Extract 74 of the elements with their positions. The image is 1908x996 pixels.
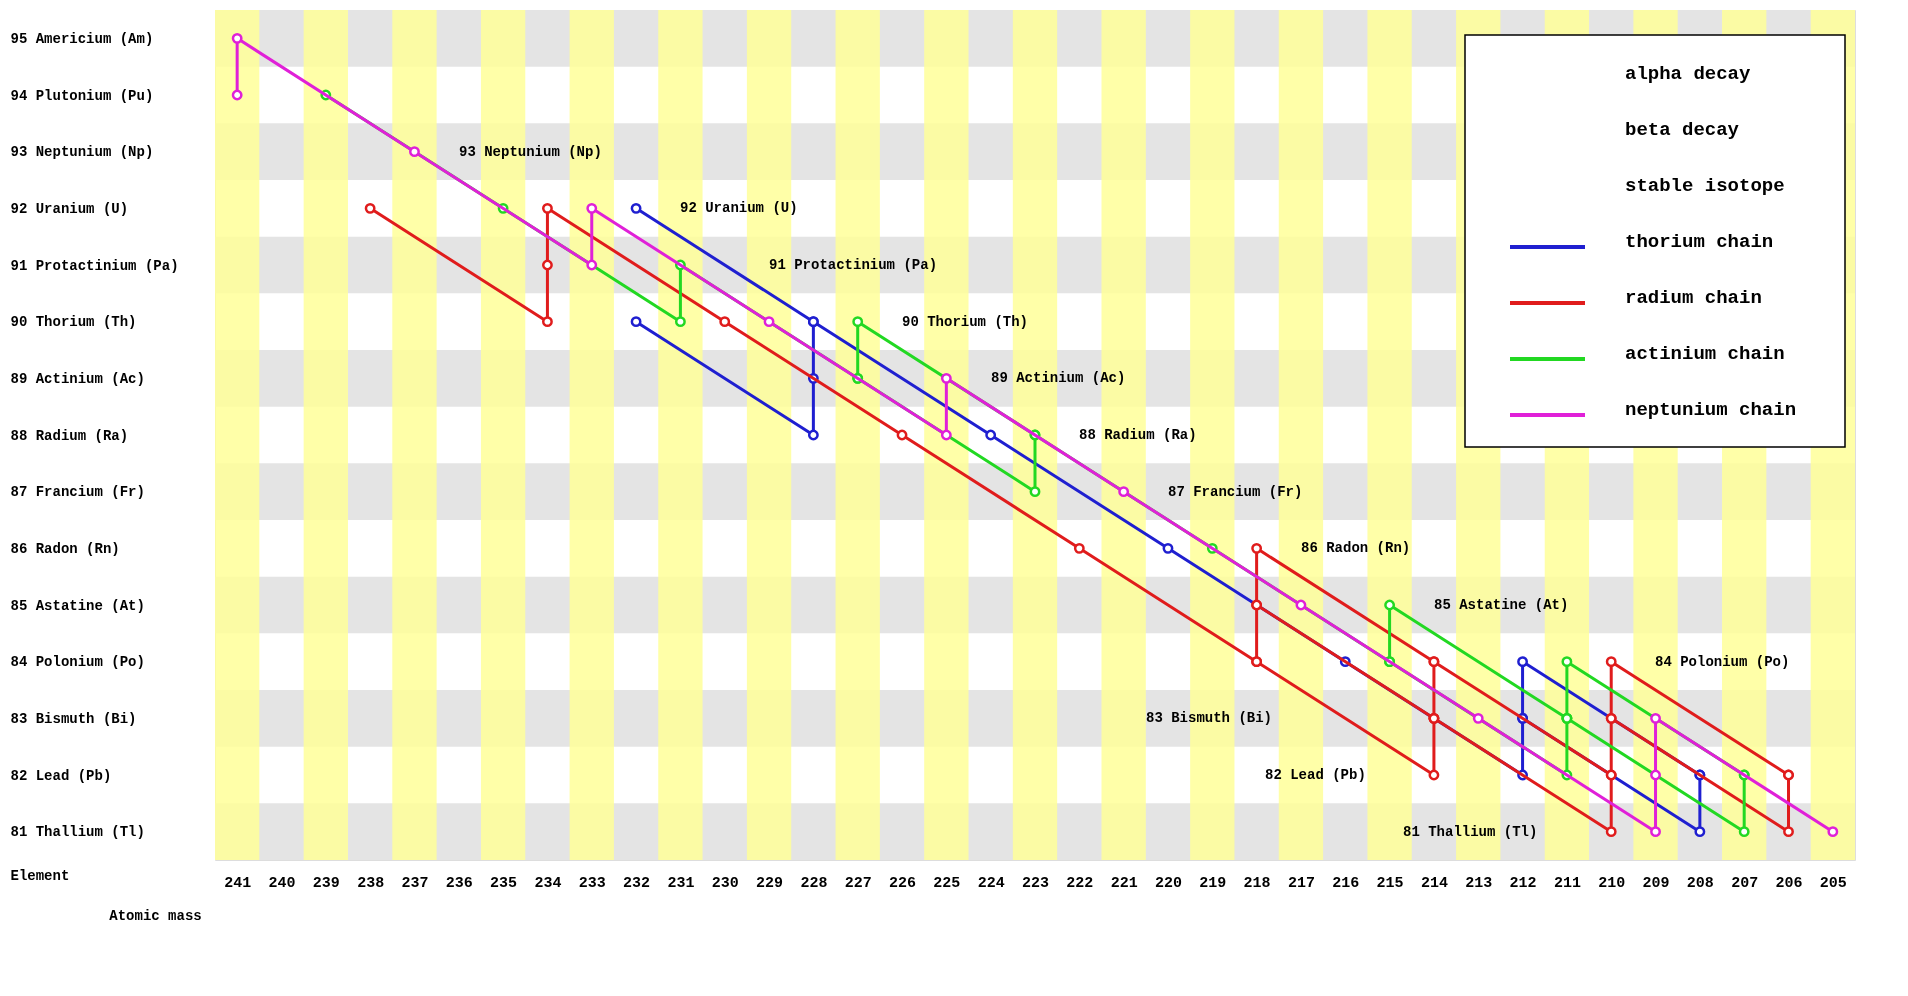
annotation: 83 Bismuth (Bi)	[1146, 710, 1273, 726]
y-tick-label: 92 Uranium (U)	[10, 200, 129, 217]
x-tick-label: 233	[578, 874, 606, 892]
x-tick-label: 228	[800, 874, 828, 892]
x-tick-label: 214	[1420, 874, 1448, 892]
x-tick-label: 234	[534, 874, 562, 892]
x-tick-label: 207	[1731, 874, 1759, 892]
x-tick-label: 215	[1376, 874, 1404, 892]
annotation: 84 Polonium (Po)	[1655, 654, 1790, 670]
annotation: 92 Uranium (U)	[680, 200, 798, 216]
annotation: 90 Thorium (Th)	[902, 314, 1029, 330]
x-tick-label: 209	[1642, 874, 1670, 892]
y-tick-label: 89 Actinium (Ac)	[10, 370, 145, 387]
x-tick-label: 223	[1021, 874, 1050, 892]
x-tick-label: 236	[445, 874, 473, 892]
x-tick-label: 240	[268, 874, 296, 892]
annotation: 87 Francium (Fr)	[1168, 484, 1303, 500]
annotation: beta decay	[1625, 119, 1740, 141]
x-tick-label: 216	[1332, 874, 1360, 892]
y-tick-label: 87 Francium (Fr)	[10, 484, 145, 501]
x-tick-label: 220	[1154, 874, 1182, 892]
annotation: 86 Radon (Rn)	[1301, 540, 1411, 556]
x-tick-label: 235	[490, 874, 518, 892]
x-tick-label: 224	[977, 874, 1005, 892]
x-tick-label: 219	[1199, 874, 1227, 892]
y-tick-label: 88 Radium (Ra)	[10, 427, 129, 444]
x-tick-label: 237	[401, 874, 429, 892]
x-tick-label: 222	[1066, 874, 1094, 892]
x-tick-label: 218	[1243, 874, 1271, 892]
x-tick-label: 239	[312, 874, 340, 892]
y-tick-label: 93 Neptunium (Np)	[10, 144, 154, 161]
annotation: 93 Neptunium (Np)	[459, 144, 602, 160]
annotation: stable isotope	[1625, 175, 1785, 197]
y-tick-label: 84 Polonium (Po)	[10, 654, 145, 671]
x-tick-label: 217	[1287, 874, 1315, 892]
legend-label: actinium chain	[1625, 343, 1785, 365]
annotation: 88 Radium (Ra)	[1079, 427, 1197, 443]
y-tick-label: 82 Lead (Pb)	[10, 767, 112, 784]
legend-label: thorium chain	[1625, 231, 1774, 253]
x-tick-label: 238	[357, 874, 385, 892]
y-tick-label: 85 Astatine (At)	[10, 597, 145, 614]
annotation: alpha decay	[1625, 63, 1752, 85]
x-tick-label: 212	[1509, 874, 1537, 892]
x-tick-label: 229	[756, 874, 784, 892]
y-tick-label: 83 Bismuth (Bi)	[10, 710, 137, 727]
y-tick-label: 94 Plutonium (Pu)	[10, 87, 154, 104]
x-tick-label: 205	[1819, 874, 1847, 892]
x-tick-label: 226	[889, 874, 917, 892]
x-tick-label: 230	[711, 874, 739, 892]
legend-label: neptunium chain	[1625, 399, 1797, 421]
x-tick-label: 210	[1598, 874, 1626, 892]
x-tick-label: 227	[844, 874, 872, 892]
x-tick-label: 221	[1110, 874, 1138, 892]
y-tick-label: 95 Americium (Am)	[10, 30, 154, 47]
annotation: 89 Actinium (Ac)	[991, 370, 1126, 386]
annotation: 85 Astatine (At)	[1434, 597, 1569, 613]
y-tick-label: 81 Thallium (Tl)	[10, 824, 145, 841]
annotation: 82 Lead (Pb)	[1265, 767, 1366, 783]
x-axis-title: Atomic mass	[109, 907, 202, 924]
y-tick-label: 86 Radon (Rn)	[10, 540, 120, 557]
annotation: 81 Thallium (Tl)	[1403, 824, 1538, 840]
x-tick-label: 206	[1775, 874, 1803, 892]
x-tick-label: 208	[1686, 874, 1714, 892]
x-tick-label: 231	[667, 874, 695, 892]
y-tick-label: 90 Thorium (Th)	[10, 314, 137, 331]
y-axis-title: Element	[10, 867, 70, 884]
legend-label: radium chain	[1625, 287, 1762, 309]
x-tick-label: 213	[1465, 874, 1493, 892]
x-tick-label: 241	[224, 874, 252, 892]
x-tick-label: 211	[1553, 874, 1581, 892]
x-tick-label: 225	[933, 874, 961, 892]
x-tick-label: 232	[623, 874, 651, 892]
annotation: 91 Protactinium (Pa)	[769, 257, 938, 273]
y-tick-label: 91 Protactinium (Pa)	[10, 257, 179, 274]
